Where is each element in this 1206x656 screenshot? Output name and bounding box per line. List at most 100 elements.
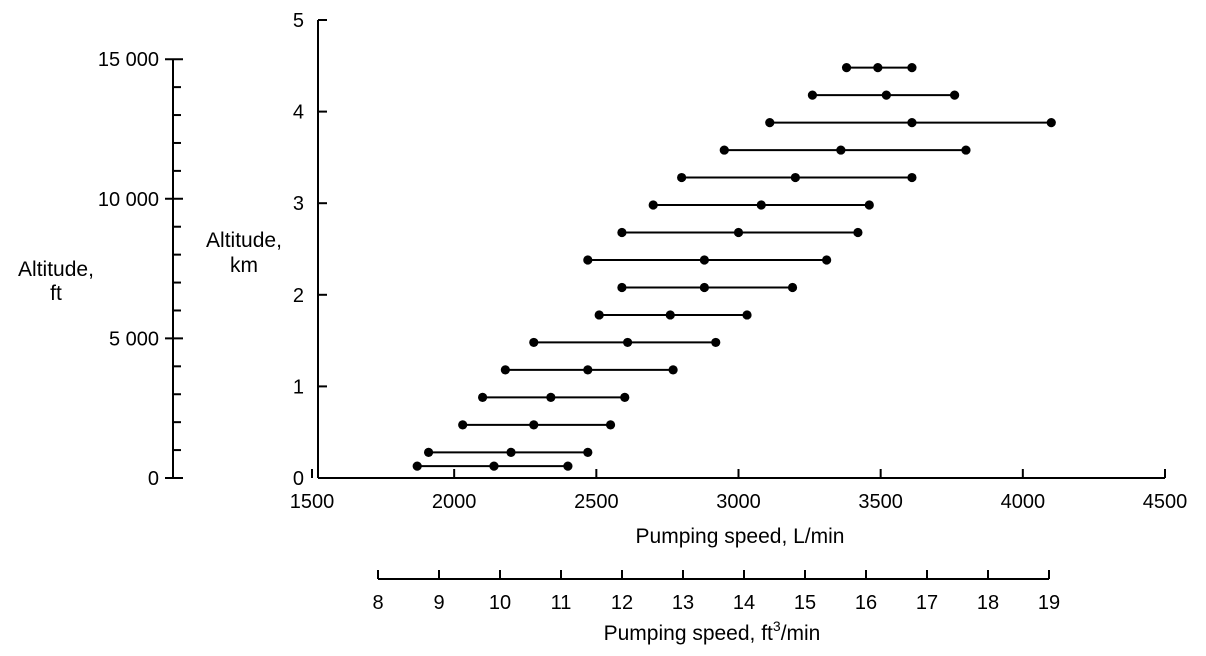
ft3-tick-label: 9 xyxy=(433,592,444,614)
data-point xyxy=(719,145,729,155)
lmin-tick-label: 2500 xyxy=(574,491,619,513)
data-point xyxy=(864,200,874,210)
data-point xyxy=(841,63,852,73)
range-row xyxy=(719,145,971,155)
data-point xyxy=(412,461,422,471)
data-point xyxy=(423,447,434,457)
data-point xyxy=(733,227,744,238)
ft-tick-label: 10 000 xyxy=(98,189,159,211)
data-point xyxy=(478,392,488,402)
range-row xyxy=(529,337,721,348)
pumping-speed-lmin-ticks xyxy=(311,469,1166,478)
data-point xyxy=(529,420,539,430)
data-point xyxy=(907,63,917,73)
pumping-speed-ft3-title-prefix: Pumping speed, ft xyxy=(604,622,773,645)
lmin-tick-label: 1500 xyxy=(290,491,335,513)
ft3-tick-label: 17 xyxy=(916,592,938,614)
data-point xyxy=(1046,117,1056,128)
range-row xyxy=(807,90,960,100)
range-row xyxy=(458,420,616,430)
km-tick-label: 1 xyxy=(293,376,304,398)
range-row xyxy=(594,310,752,320)
data-point xyxy=(500,365,510,375)
range-row xyxy=(677,172,917,183)
data-point xyxy=(665,310,675,320)
data-point xyxy=(489,461,499,471)
pumping-speed-ft3-title-sup: 3 xyxy=(773,618,781,634)
range-row xyxy=(617,227,863,238)
ft3-tick-label: 18 xyxy=(977,592,999,614)
ft3-tick-label: 11 xyxy=(551,592,572,614)
data-point xyxy=(583,255,593,265)
ft-tick-label: 0 xyxy=(148,468,159,490)
range-row xyxy=(500,365,678,375)
data-point xyxy=(790,172,800,183)
altitude-ft-title-line2: ft xyxy=(50,282,62,305)
lmin-tick-label: 3000 xyxy=(716,491,761,513)
ft3-tick-label: 19 xyxy=(1038,592,1060,614)
km-tick-label: 5 xyxy=(293,10,304,32)
range-row xyxy=(478,392,630,402)
data-point xyxy=(623,337,633,348)
altitude-ft-major-ticks xyxy=(165,58,183,479)
data-point xyxy=(873,63,883,73)
data-point xyxy=(756,200,766,210)
altitude-ft-tick-labels: 0 5 000 10 000 15 000 xyxy=(98,49,159,490)
pumping-speed-ft3-ticks xyxy=(377,570,1050,579)
data-point xyxy=(853,227,863,238)
pumping-speed-ft3-axis: 8 9 10 11 12 13 14 15 16 17 18 19 Pumping speed, ft… xyxy=(372,570,1060,645)
ft-tick-label: 15 000 xyxy=(98,49,159,71)
data-point xyxy=(949,90,960,100)
data-point xyxy=(787,282,798,293)
data-point xyxy=(620,392,630,402)
altitude-ft-axis: 0 5 000 10 000 15 000 Altitude, ft xyxy=(18,49,183,490)
range-row xyxy=(583,255,832,265)
data-point xyxy=(907,172,917,183)
altitude-ft-title-line1: Altitude, xyxy=(18,258,94,281)
data-point xyxy=(583,365,593,375)
pumping-speed-lmin-title: Pumping speed, L/min xyxy=(636,525,845,548)
data-point xyxy=(711,337,721,348)
pumping-speed-ft3-tick-labels: 8 9 10 11 12 13 14 15 16 17 18 19 xyxy=(372,592,1060,614)
plot-marks xyxy=(412,63,1056,471)
data-point xyxy=(529,337,539,348)
data-point xyxy=(822,255,832,265)
data-point xyxy=(742,310,752,320)
pumping-speed-lmin-axis: 1500 2000 2500 3000 3500 4000 4500 Pumping spe… xyxy=(290,469,1188,548)
ft-tick-label: 5 000 xyxy=(109,328,159,350)
data-point xyxy=(594,310,604,320)
ft3-tick-label: 15 xyxy=(794,592,816,614)
data-point xyxy=(836,145,846,155)
lmin-tick-label: 4500 xyxy=(1143,491,1188,513)
data-point xyxy=(563,461,573,471)
data-point xyxy=(605,420,616,430)
data-point xyxy=(677,172,687,183)
lmin-tick-label: 2000 xyxy=(432,491,477,513)
altitude-km-title-line1: Altitude, xyxy=(206,229,282,252)
altitude-km-axis: 0 1 2 3 4 5 Altitude, km xyxy=(206,10,327,490)
ft3-tick-label: 13 xyxy=(672,592,694,614)
ft3-tick-label: 16 xyxy=(855,592,877,614)
data-point xyxy=(807,90,818,100)
pumping-speed-lmin-tick-labels: 1500 2000 2500 3000 3500 4000 4500 xyxy=(290,491,1188,513)
km-tick-label: 3 xyxy=(293,193,304,215)
lmin-tick-label: 3500 xyxy=(858,491,903,513)
data-point xyxy=(617,282,627,293)
altitude-km-ticks xyxy=(318,19,327,479)
altitude-km-tick-labels: 0 1 2 3 4 5 xyxy=(293,10,304,490)
range-row xyxy=(617,282,798,293)
range-row xyxy=(765,117,1056,128)
data-point xyxy=(668,365,678,375)
data-point xyxy=(583,447,593,457)
ft3-tick-label: 14 xyxy=(733,592,755,614)
data-point xyxy=(699,282,709,293)
range-row xyxy=(423,447,593,457)
data-point xyxy=(546,392,556,402)
altitude-ft-minor-ticks xyxy=(173,86,181,452)
data-point xyxy=(506,447,516,457)
pumping-speed-ft3-title: Pumping speed, ft3/min xyxy=(604,618,821,645)
range-row xyxy=(841,63,917,73)
data-point xyxy=(648,200,658,210)
km-tick-label: 0 xyxy=(293,468,304,490)
